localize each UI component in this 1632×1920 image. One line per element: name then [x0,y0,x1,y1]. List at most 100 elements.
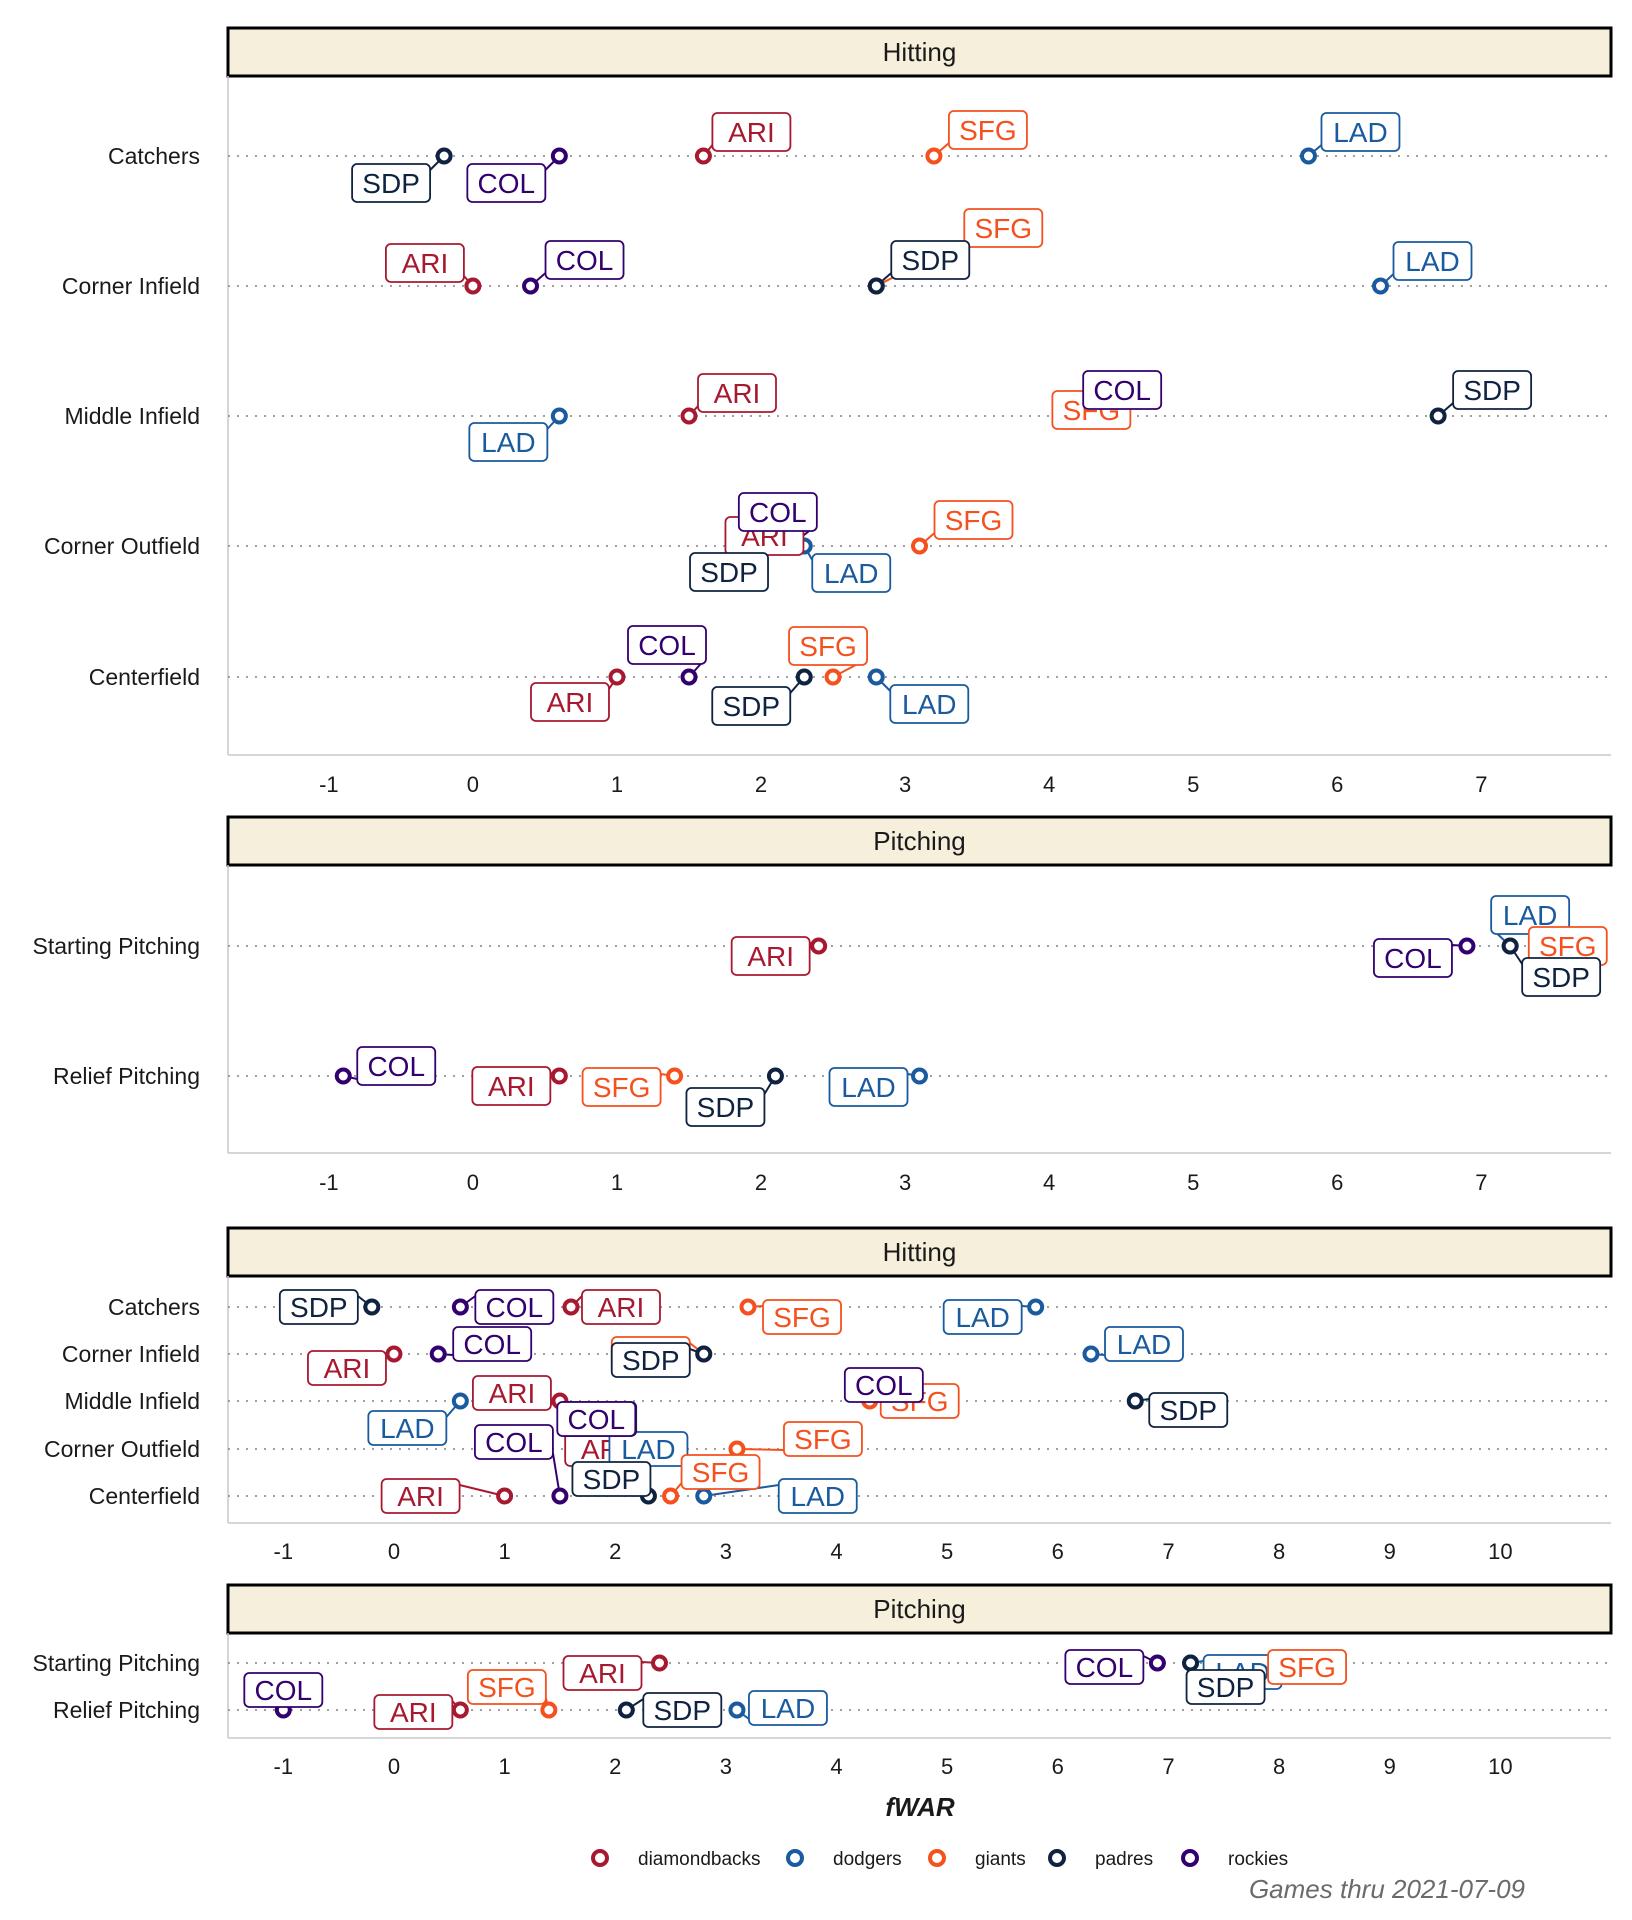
team-label-text: ARI [714,378,761,409]
team-label-text: SFG [975,213,1033,244]
data-point [522,277,540,295]
team-label: LAD [777,1478,858,1514]
team-label-text: SDP [1159,1395,1217,1426]
x-tick-label: 3 [899,772,911,797]
team-label-text: SFG [945,505,1003,536]
team-label: COL [843,1367,924,1403]
team-label: SDP [685,1087,766,1127]
team-label: ARI [711,112,792,152]
data-point [550,1067,568,1085]
legend-label: rockies [1228,1849,1288,1870]
data-point [550,407,568,425]
team-label-box [811,553,892,593]
team-label-box [530,682,610,722]
team-label-box [1104,1326,1184,1362]
team-label-box [562,1655,643,1691]
team-label-text: LAD [902,689,956,720]
team-label-box [243,1672,324,1708]
team-label: LAD [942,1299,1023,1335]
team-label: ARI [385,243,465,283]
team-label: COL [356,1046,437,1086]
team-label-text: SDP [697,1092,755,1123]
team-label: ARI [472,1375,552,1411]
team-label-box [948,110,1028,150]
team-label-box [777,1478,858,1514]
team-label: LAD [889,684,970,724]
data-point [666,1067,684,1085]
team-label: SDP [571,1461,652,1497]
data-point [695,1345,713,1363]
team-label: LAD [367,1410,448,1446]
team-label: ARI [373,1694,454,1730]
data-point [562,1298,580,1316]
team-label-text: ARI [390,1697,437,1728]
labels-layer: ARI LAD SFG SDP COL ARI LAD SFG SDP COL ARI LAD SFG S… [351,110,1533,726]
legend-label: diamondbacks [638,1849,761,1870]
team-label-box [711,112,792,152]
team-label-box [466,163,547,203]
team-label: SDP [1521,957,1602,997]
team-label: LAD [1104,1326,1184,1362]
team-label: LAD [748,1690,828,1726]
team-label: ARI [562,1655,643,1691]
legend-label: padres [1095,1849,1153,1870]
x-tick-label: 6 [1052,1754,1064,1779]
team-label: COL [243,1672,324,1708]
team-label-text: LAD [955,1302,1009,1333]
x-tick-label: 2 [609,1754,621,1779]
facet-strip [226,815,1613,867]
legend-label: giants [975,1849,1026,1870]
x-tick-label: 1 [611,772,623,797]
team-label-text: SDP [622,1345,680,1376]
team-label-text: SFG [593,1072,651,1103]
team-label-box [581,1289,661,1325]
x-tick-label: 3 [720,1754,732,1779]
facet-title: Pitching [873,1594,966,1624]
x-tick-label: 4 [830,1754,842,1779]
team-label-box [373,1694,454,1730]
team-label-text: LAD [791,1481,845,1512]
data-point [795,668,813,686]
team-label-box [762,1299,842,1335]
x-tick-label: 4 [1043,772,1055,797]
category-label: Catchers [108,1294,200,1320]
team-label: ARI [471,1066,552,1106]
team-label-text: SFG [773,1302,831,1333]
team-label-box [933,500,1014,540]
team-label-box [889,684,970,724]
team-label-box [748,1690,828,1726]
team-label-text: ARI [547,687,594,718]
team-label-text: ARI [324,1353,371,1384]
x-tick-label: 1 [498,1754,510,1779]
team-label: COL [1082,370,1163,410]
labels-layer: ARI LAD SFG SDP COL ARI LAD SFG SDP COL ARI LAD SFG S… [278,1289,1229,1514]
team-label: ARI [697,373,777,413]
team-label-box [689,552,769,592]
team-label-box [544,240,625,280]
legend-label: dodgers [833,1849,902,1870]
team-label-text: ARI [728,117,775,148]
facet-title: Hitting [883,37,957,67]
x-tick-label: -1 [274,1754,294,1779]
team-label-box [356,1046,437,1086]
team-label: SDP [1148,1392,1229,1428]
team-label-text: ARI [489,1378,536,1409]
team-label: SDP [1452,370,1533,410]
category-label: Starting Pitching [33,933,200,959]
team-label-text: COL [638,630,696,661]
x-tick-label: 0 [388,1539,400,1564]
team-label-text: SDP [1463,375,1521,406]
team-label-box [610,1342,691,1378]
team-label: SDP [689,552,769,592]
data-point [728,1701,746,1719]
team-label-text: ARI [402,248,449,279]
team-label: SFG [933,500,1014,540]
team-label-box [1452,370,1533,410]
team-label: SFG [948,110,1028,150]
data-point [1148,1654,1166,1672]
x-tick-label: 9 [1384,1754,1396,1779]
team-label: SFG [581,1067,662,1107]
team-label-box [1064,1649,1145,1685]
